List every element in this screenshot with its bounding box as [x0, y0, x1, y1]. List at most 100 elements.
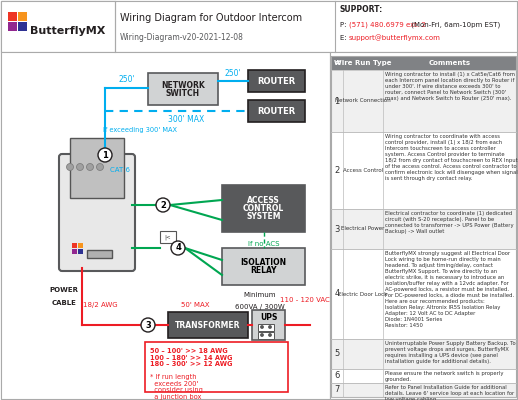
Circle shape [141, 318, 155, 332]
Circle shape [156, 198, 170, 212]
Bar [18, 12, 27, 21]
Circle shape [171, 241, 185, 255]
Text: 1: 1 [102, 150, 108, 160]
Bar [330, 52, 517, 399]
Text: Wiring contractor to coordinate with access control provider, install (1) x 18/2: Wiring contractor to coordinate with acc… [385, 134, 518, 181]
Text: 250': 250' [118, 76, 135, 84]
FancyBboxPatch shape [148, 73, 218, 105]
Text: 18/2 AWG: 18/2 AWG [83, 302, 117, 308]
Text: Electric Door Lock: Electric Door Lock [338, 292, 387, 296]
Text: Wiring contractor to install (1) x Cat5e/Cat6 from each Intercom panel location : Wiring contractor to install (1) x Cat5e… [385, 72, 515, 101]
Text: 3: 3 [334, 224, 340, 234]
FancyBboxPatch shape [248, 70, 305, 92]
FancyBboxPatch shape [252, 310, 285, 340]
Text: Electrical Power: Electrical Power [341, 226, 385, 232]
Bar [1, 1, 517, 52]
Bar [8, 12, 17, 21]
Text: UPS: UPS [260, 314, 277, 322]
Bar [331, 339, 516, 369]
Bar [72, 249, 77, 254]
Bar [78, 249, 83, 254]
Bar [160, 231, 176, 243]
Text: ACCESS: ACCESS [247, 196, 280, 205]
Text: If no ACS: If no ACS [248, 241, 279, 247]
Text: ISOLATION: ISOLATION [240, 258, 286, 267]
Circle shape [66, 164, 74, 170]
FancyBboxPatch shape [248, 100, 305, 122]
Text: a junction box: a junction box [150, 394, 202, 400]
Text: 600VA / 300W: 600VA / 300W [235, 304, 285, 310]
Bar [331, 383, 516, 397]
FancyBboxPatch shape [222, 248, 305, 285]
Bar [258, 332, 274, 339]
Bar [1, 1, 115, 52]
Text: Access Control: Access Control [343, 168, 383, 173]
Text: |<: |< [165, 234, 171, 240]
FancyBboxPatch shape [222, 185, 305, 232]
Text: NETWORK: NETWORK [161, 80, 205, 90]
Text: Wiring Diagram for Outdoor Intercom: Wiring Diagram for Outdoor Intercom [120, 13, 302, 23]
Text: exceeds 200': exceeds 200' [150, 380, 198, 386]
Text: 3: 3 [145, 320, 151, 330]
Bar [331, 56, 516, 70]
Circle shape [77, 164, 83, 170]
Bar [72, 243, 77, 248]
Text: 1: 1 [335, 96, 340, 106]
Circle shape [261, 334, 263, 336]
Text: 50' MAX: 50' MAX [181, 302, 209, 308]
Circle shape [269, 334, 271, 336]
Text: 7: 7 [334, 386, 340, 394]
FancyBboxPatch shape [168, 312, 248, 338]
Bar [1, 52, 330, 399]
Text: support@butterflymx.com: support@butterflymx.com [349, 35, 441, 41]
Bar [145, 342, 288, 392]
Text: 4: 4 [175, 244, 181, 252]
Text: 6: 6 [334, 372, 340, 380]
Text: (Mon-Fri, 6am-10pm EST): (Mon-Fri, 6am-10pm EST) [409, 22, 500, 28]
Bar [70, 138, 124, 198]
Text: ROUTER: ROUTER [257, 106, 296, 116]
Text: Please ensure the network switch is properly grounded.: Please ensure the network switch is prop… [385, 371, 503, 382]
Text: Comments: Comments [428, 60, 470, 66]
Text: P:: P: [340, 22, 349, 28]
Text: E:: E: [340, 35, 349, 41]
Text: 100 – 180' >> 14 AWG: 100 – 180' >> 14 AWG [150, 354, 233, 360]
Circle shape [261, 326, 263, 328]
Bar [8, 22, 17, 31]
Text: CABLE: CABLE [52, 300, 77, 306]
Text: #: # [334, 60, 340, 66]
Text: Network Connection: Network Connection [335, 98, 391, 104]
Text: * If run length: * If run length [150, 374, 196, 380]
Text: 180 – 300' >> 12 AWG: 180 – 300' >> 12 AWG [150, 361, 233, 367]
Circle shape [96, 164, 104, 170]
Text: (571) 480.6979 ext. 2: (571) 480.6979 ext. 2 [349, 22, 426, 28]
Bar [258, 324, 274, 331]
Text: SYSTEM: SYSTEM [246, 212, 281, 221]
Bar [331, 249, 516, 339]
Text: 2: 2 [335, 166, 340, 175]
Text: Refer to Panel Installation Guide for additional details. Leave 6' service loop : Refer to Panel Installation Guide for ad… [385, 385, 514, 400]
FancyBboxPatch shape [59, 154, 135, 271]
Bar [87, 250, 112, 258]
Text: 110 - 120 VAC: 110 - 120 VAC [280, 297, 330, 303]
Circle shape [98, 148, 112, 162]
Text: 2: 2 [160, 200, 166, 210]
Circle shape [269, 326, 271, 328]
Text: ButterflyMX: ButterflyMX [30, 26, 105, 36]
Text: Uninterruptable Power Supply Battery Backup. To prevent voltage drops and surges: Uninterruptable Power Supply Battery Bac… [385, 341, 515, 364]
Bar [331, 70, 516, 132]
Text: Electrical contractor to coordinate (1) dedicated circuit (with S-20 receptacle): Electrical contractor to coordinate (1) … [385, 211, 514, 234]
Circle shape [87, 164, 94, 170]
Bar [78, 243, 83, 248]
Text: SWITCH: SWITCH [166, 88, 200, 98]
Text: If exceeding 300' MAX: If exceeding 300' MAX [103, 127, 177, 133]
Text: ButterflyMX strongly suggest all Electrical Door Lock wiring to be home-run dire: ButterflyMX strongly suggest all Electri… [385, 251, 514, 328]
Text: POWER: POWER [50, 287, 79, 293]
Text: Wire Run Type: Wire Run Type [334, 60, 392, 66]
Text: Minimum: Minimum [244, 292, 276, 298]
Text: consider using: consider using [150, 387, 203, 393]
Bar [331, 56, 516, 397]
Bar [331, 369, 516, 383]
Text: RELAY: RELAY [250, 266, 277, 275]
Text: Wiring-Diagram-v20-2021-12-08: Wiring-Diagram-v20-2021-12-08 [120, 32, 244, 42]
